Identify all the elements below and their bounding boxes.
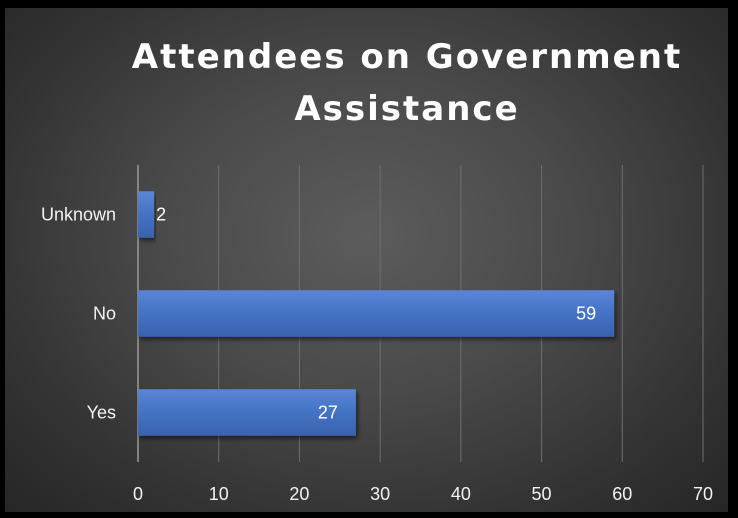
category-label-unknown: Unknown — [41, 205, 116, 225]
category-label-yes: Yes — [87, 403, 116, 423]
x-tick-label: 20 — [289, 484, 309, 504]
chart-title-line-1: Attendees on Government — [132, 37, 682, 77]
chart-area — [5, 8, 728, 512]
data-label-unknown: 2 — [156, 205, 166, 225]
x-tick-label: 10 — [209, 484, 229, 504]
chart-title-line-2: Assistance — [294, 89, 519, 129]
x-tick-label: 0 — [133, 484, 143, 504]
x-tick-label: 70 — [693, 484, 713, 504]
x-tick-label: 40 — [451, 484, 471, 504]
data-label-yes: 27 — [318, 403, 338, 423]
bar-yes — [138, 389, 356, 436]
bar-no — [138, 290, 615, 337]
x-tick-label: 60 — [612, 484, 632, 504]
data-label-no: 59 — [576, 304, 596, 324]
labels: 0 10 20 30 40 50 60 70 Yes 27 No 59 Unknown 2 — [41, 205, 713, 505]
x-tick-label: 50 — [532, 484, 552, 504]
bars — [138, 191, 615, 436]
x-tick-label: 30 — [370, 484, 390, 504]
category-label-no: No — [93, 304, 116, 324]
bar-unknown — [138, 191, 155, 238]
